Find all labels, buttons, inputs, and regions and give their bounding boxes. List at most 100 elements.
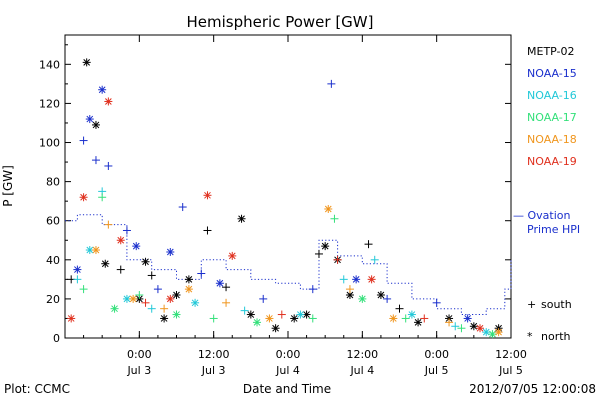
- series-noaa-19: [67, 97, 485, 333]
- south-marker: [314, 249, 323, 258]
- y-axis: 0 20 40 60 80 100 120 140: [39, 44, 511, 345]
- legend-ovation-line2: Prime HPI: [527, 223, 580, 236]
- south-marker: [259, 294, 268, 303]
- south-marker: [401, 314, 410, 323]
- north-marker: [407, 310, 416, 319]
- y-tick-label: 140: [39, 58, 60, 71]
- south-marker: [308, 314, 317, 323]
- x-tick-label-time: 12:00: [495, 348, 527, 361]
- north-marker: [494, 328, 503, 337]
- north-marker: [91, 246, 100, 255]
- legend-item-noaa-18: NOAA-18: [527, 133, 577, 146]
- x-axis: 0:00 Jul 3 12:00 Jul 3 0:00 Jul 4 12:00 Jul 4 0:…: [83, 35, 527, 377]
- north-marker: [253, 318, 262, 327]
- footer-timestamp: 2012/07/05 12:00:08: [469, 382, 596, 396]
- north-marker: [101, 259, 110, 268]
- south-marker: [445, 318, 454, 327]
- series-noaa-15: [73, 79, 472, 323]
- south-marker: [383, 294, 392, 303]
- north-marker: [203, 191, 212, 200]
- north-marker: [116, 236, 125, 245]
- x-tick-label-date: Jul 4: [349, 364, 374, 377]
- north-marker: [302, 310, 311, 319]
- south-marker: [330, 214, 339, 223]
- y-tick-label: 0: [53, 332, 60, 345]
- south-marker: [240, 306, 249, 315]
- legend-item-noaa-19: NOAA-19: [527, 155, 577, 168]
- south-marker: [339, 275, 348, 284]
- legend-item-noaa-17: NOAA-17: [527, 111, 577, 124]
- north-marker: [358, 294, 367, 303]
- south-marker: [91, 156, 100, 165]
- north-marker: [265, 314, 274, 323]
- north-marker: [110, 304, 119, 313]
- south-marker: [395, 304, 404, 313]
- south-marker: [79, 136, 88, 145]
- north-marker: [482, 328, 491, 337]
- north-marker: [132, 242, 141, 251]
- chart-title: Hemispheric Power [GW]: [187, 13, 374, 31]
- north-marker: [324, 204, 333, 213]
- south-marker: [160, 304, 169, 313]
- x-tick-label-date: Jul 5: [424, 364, 449, 377]
- north-marker: [271, 324, 280, 333]
- north-marker: [296, 310, 305, 319]
- south-marker: [420, 314, 429, 323]
- south-marker: [432, 298, 441, 307]
- south-marker: [451, 322, 460, 331]
- north-marker: [166, 294, 175, 303]
- north-marker: [79, 193, 88, 202]
- north-marker: [67, 314, 76, 323]
- south-marker: [116, 265, 125, 274]
- x-tick-label-time: 0:00: [424, 348, 449, 361]
- south-marker: [141, 298, 150, 307]
- north-marker: [184, 285, 193, 294]
- north-marker: [476, 324, 485, 333]
- north-marker: [352, 275, 361, 284]
- y-tick-label: 40: [46, 254, 60, 267]
- north-marker: [73, 265, 82, 274]
- south-marker: [79, 285, 88, 294]
- x-tick-label-time: 0:00: [276, 348, 301, 361]
- south-marker: [153, 285, 162, 294]
- north-marker: [488, 330, 497, 339]
- south-marker: [308, 285, 317, 294]
- south-marker: [345, 285, 354, 294]
- south-marker: [277, 310, 286, 319]
- y-tick-label: 60: [46, 215, 60, 228]
- south-marker: [197, 269, 206, 278]
- south-marker: [135, 290, 144, 299]
- north-marker: [160, 314, 169, 323]
- x-axis-label: Date and Time: [243, 382, 331, 396]
- legend-item-noaa-16: NOAA-16: [527, 89, 577, 102]
- south-marker: [457, 324, 466, 333]
- north-marker: [228, 251, 237, 260]
- north-marker: [172, 310, 181, 319]
- x-tick-label-date: Jul 4: [275, 364, 300, 377]
- south-marker: [98, 193, 107, 202]
- series-noaa-18: [91, 204, 503, 337]
- y-tick-label: 120: [39, 97, 60, 110]
- series-noaa-17: [79, 193, 497, 339]
- south-marker: [364, 240, 373, 249]
- north-marker: [166, 247, 175, 256]
- north-marker: [237, 214, 246, 223]
- north-marker: [367, 275, 376, 284]
- north-marker: [129, 294, 138, 303]
- north-marker: [98, 85, 107, 94]
- x-tick-label-date: Jul 3: [126, 364, 151, 377]
- south-marker: [104, 161, 113, 170]
- south-marker: [104, 220, 113, 229]
- north-marker: [469, 322, 478, 331]
- x-tick-label-date: Jul 5: [498, 364, 523, 377]
- marker-legend-symbol: *: [527, 330, 533, 343]
- south-marker: [203, 226, 212, 235]
- y-axis-label: P [GW]: [1, 165, 15, 207]
- north-marker: [85, 115, 94, 124]
- north-marker: [91, 120, 100, 129]
- south-marker: [222, 298, 231, 307]
- south-marker: [370, 255, 379, 264]
- x-tick-label-date: Jul 3: [201, 364, 226, 377]
- y-tick-label: 80: [46, 176, 60, 189]
